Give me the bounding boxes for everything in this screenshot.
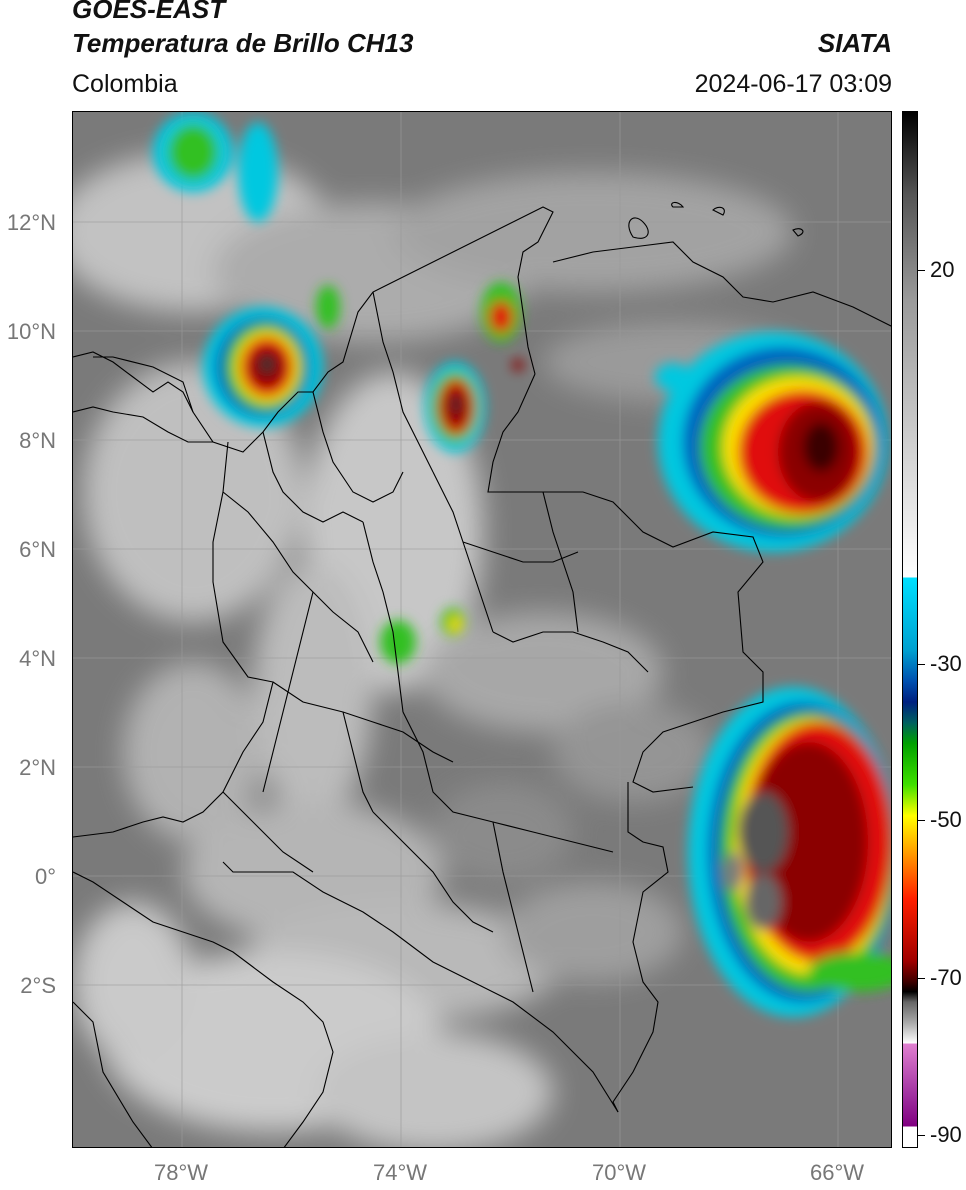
lon-label-78w: 78°W	[153, 1160, 209, 1185]
region-label: Colombia	[72, 70, 178, 98]
lon-label-74w: 74°W	[372, 1160, 428, 1185]
colorbar-label-minus50: -50	[930, 807, 962, 832]
satellite-map[interactable]	[72, 111, 892, 1148]
lon-label-70w: 70°W	[591, 1160, 647, 1185]
storm-cells	[153, 112, 891, 1017]
colorbar-tick	[918, 664, 925, 665]
colorbar-tick	[918, 820, 925, 821]
lat-label-4n: 4°N	[19, 646, 56, 671]
coastline-venezuela	[552, 241, 891, 327]
lat-label-12n: 12°N	[6, 210, 56, 235]
coastline-west-2	[73, 441, 274, 838]
lat-label-2s: 2°S	[20, 973, 56, 998]
lon-label-66w: 66°W	[809, 1160, 865, 1185]
coastline-south-pacific	[73, 1001, 153, 1147]
coastline-panama	[73, 351, 194, 413]
storm-cell-venezuela	[655, 332, 888, 552]
datetime-label: 2024-06-17 03:09	[694, 70, 892, 98]
lat-label-6n: 6°N	[19, 537, 56, 562]
lat-label-10n: 10°N	[6, 319, 56, 344]
source-label: SIATA	[817, 28, 892, 58]
colorbar-label-minus70: -70	[930, 965, 962, 990]
borders	[73, 201, 891, 1147]
lat-label-8n: 8°N	[19, 428, 56, 453]
cloud-texture	[73, 152, 803, 1147]
storm-cell-amazon	[688, 687, 891, 1017]
storm-cell-magdalena	[425, 362, 485, 452]
colorbar-tick	[918, 1135, 925, 1136]
colorbar-label-20: 20	[930, 257, 955, 282]
satellite-title: GOES-EAST	[72, 0, 226, 24]
storm-cell-uraba	[203, 307, 323, 427]
border-col-bra	[612, 782, 669, 1113]
lat-label-0: 0°	[34, 864, 56, 889]
lat-label-2n: 2°N	[19, 755, 56, 780]
colorbar-label-minus30: -30	[930, 651, 962, 676]
map-canvas	[73, 112, 891, 1147]
colorbar-tick	[918, 978, 925, 979]
colorbar-label-minus90: -90	[930, 1122, 962, 1147]
colorbar	[902, 111, 918, 1148]
product-title: Temperatura de Brillo CH13	[72, 28, 414, 58]
border-col-ven	[487, 373, 764, 793]
colorbar-tick	[918, 270, 925, 271]
border-col-per	[222, 861, 619, 1113]
